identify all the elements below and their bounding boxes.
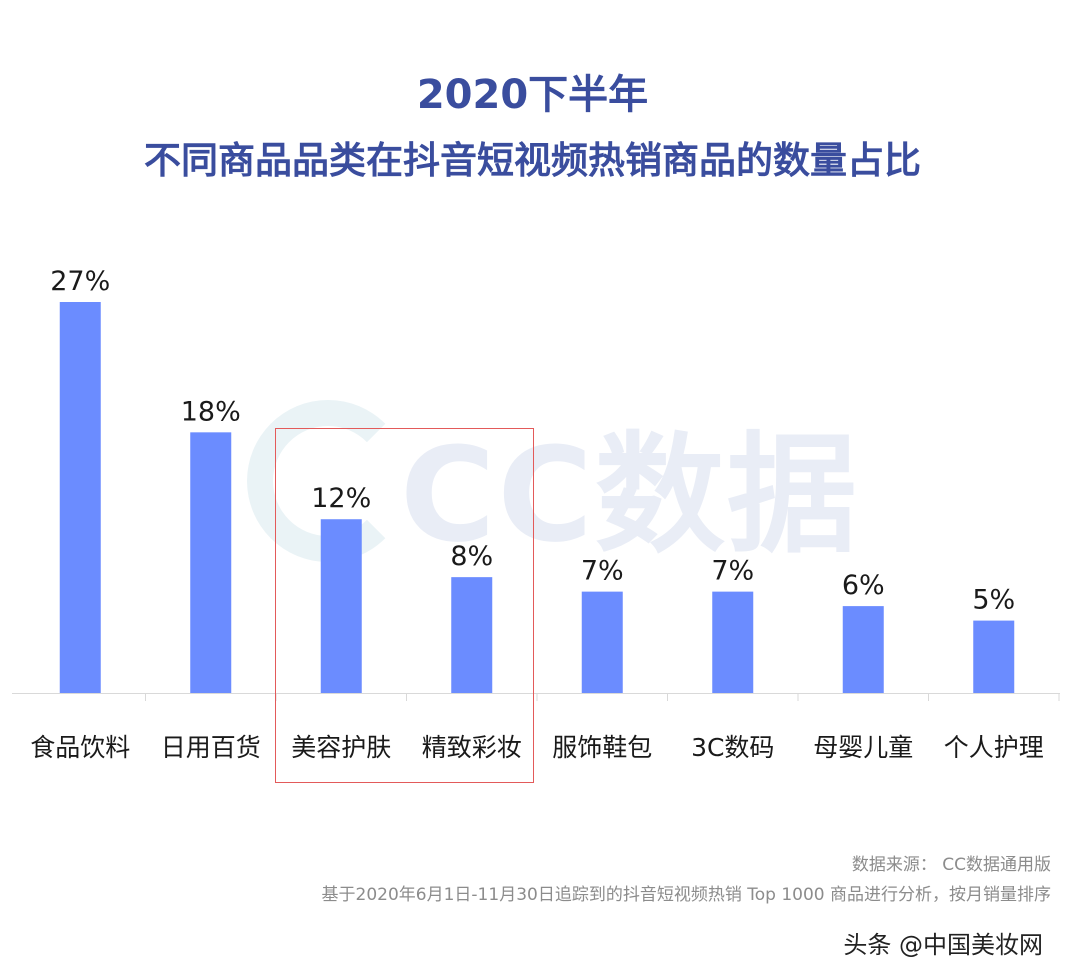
highlight-box xyxy=(275,428,534,783)
bar-7 xyxy=(973,620,1015,693)
bar-0 xyxy=(59,302,101,693)
data-source-label: 数据来源： CC数据通用版 xyxy=(851,855,1051,875)
bar-value-label: 8% xyxy=(450,541,493,572)
watermark-text: CC数据 xyxy=(400,419,859,571)
category-label: 服饰鞋包 xyxy=(552,733,652,762)
category-label: 精致彩妆 xyxy=(422,733,522,762)
chart-title-line2: 不同商品品类在抖音短视频热销商品的数量占比 xyxy=(144,139,921,182)
bar-1 xyxy=(190,432,232,693)
footer-credit: 头条 @中国美妆网 xyxy=(843,931,1043,959)
category-label: 母婴儿童 xyxy=(813,733,913,762)
bar-4 xyxy=(581,591,623,693)
data-source-note: 基于2020年6月1日-11月30日追踪到的抖音短视频热销 Top 1000 商… xyxy=(321,885,1051,905)
bar-3 xyxy=(451,577,493,693)
bar-value-label: 5% xyxy=(972,585,1015,616)
bar-value-label: 7% xyxy=(711,556,754,587)
bar-value-label: 27% xyxy=(50,266,110,297)
bar-2 xyxy=(320,519,362,693)
bar-chart: 27% 食品饮料 18% 日用百货 12% 美容护肤 8% 精致彩妆 7% 服饰鞋包 7% 3C数码 6… xyxy=(12,266,1060,762)
bar-value-label: 6% xyxy=(842,570,885,601)
category-label: 日用百货 xyxy=(161,733,261,762)
category-label: 美容护肤 xyxy=(291,733,391,762)
category-label: 食品饮料 xyxy=(30,733,130,762)
bar-value-label: 12% xyxy=(311,483,371,514)
bar-value-label: 18% xyxy=(181,396,241,427)
category-label: 3C数码 xyxy=(691,733,774,762)
chart-title-line1: 2020下半年 xyxy=(416,72,649,118)
bar-5 xyxy=(712,591,754,693)
bar-value-label: 7% xyxy=(581,556,624,587)
bar-6 xyxy=(842,606,884,693)
category-label: 个人护理 xyxy=(944,733,1044,762)
